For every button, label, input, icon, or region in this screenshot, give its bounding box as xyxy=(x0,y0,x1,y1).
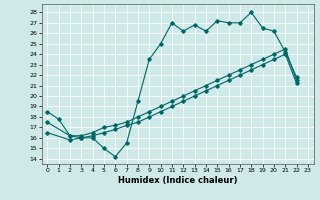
X-axis label: Humidex (Indice chaleur): Humidex (Indice chaleur) xyxy=(118,176,237,185)
